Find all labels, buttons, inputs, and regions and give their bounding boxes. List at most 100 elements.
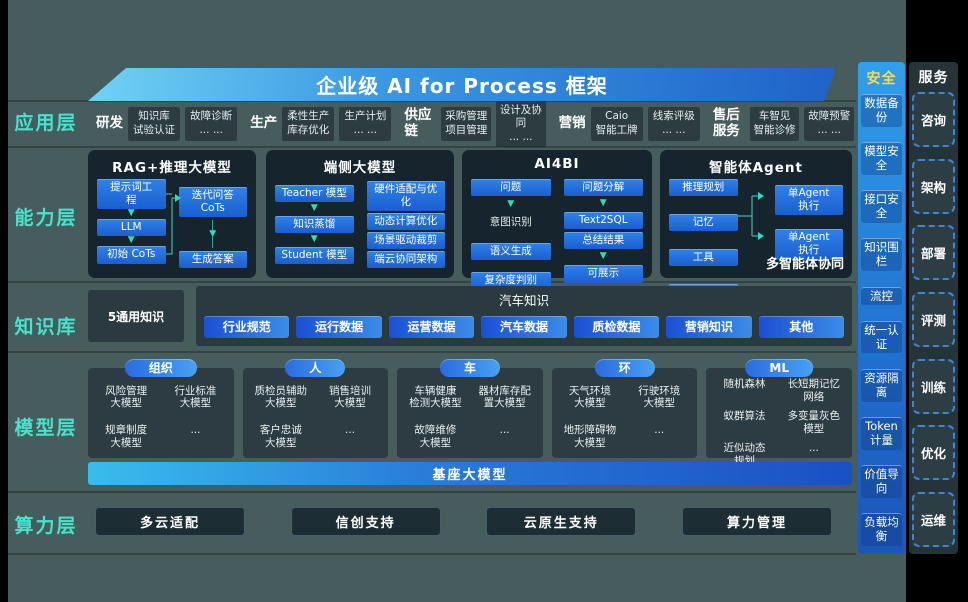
model-item: 规章制度 大模型 xyxy=(105,423,148,449)
down-arrow-icon: ▼ xyxy=(127,208,135,219)
app-item: 生产计划 ... ... xyxy=(339,107,392,141)
app-group-label: 营销 xyxy=(558,115,586,132)
layer-divider xyxy=(8,146,856,148)
cap-item: 动态计算优化 xyxy=(366,213,445,231)
model-item-grid: 风险管理 大模型 行业标准 大模型 规章制度 大模型... xyxy=(92,378,230,456)
kb-auto-title: 汽车知识 xyxy=(498,293,549,308)
model-item: 天气环境 大模型 xyxy=(568,384,611,410)
app-group: 生产 柔性生产 库存优化 生产计划 ... ... xyxy=(250,102,392,146)
security-item: 统一认证 xyxy=(861,320,902,354)
app-item: 设计及协同 ... ... xyxy=(496,100,546,148)
base-model-label: 基座大模型 xyxy=(432,468,508,483)
security-item: Token计量 xyxy=(861,417,902,450)
service-column: 服务 咨询 架构 部署 评测 训练 优化 运维 xyxy=(909,62,958,554)
kb-pill: 汽车数据 xyxy=(481,316,567,338)
kb-pill: 运行数据 xyxy=(296,316,382,338)
compute-item: 多云适配 xyxy=(95,507,245,536)
service-items: 咨询 架构 部署 评测 训练 优化 运维 xyxy=(912,92,955,547)
kb-pill: 其他 xyxy=(758,316,844,338)
layer-divider xyxy=(8,553,856,555)
cap-box-title: 端侧大模型 xyxy=(323,160,397,176)
down-arrow-icon: ▼ xyxy=(599,251,607,262)
down-arrow-icon: ▼ xyxy=(178,217,247,251)
cap-item: 问题 xyxy=(471,179,551,197)
model-item: 行业标准 大模型 xyxy=(174,384,217,410)
security-item: 资源隔离 xyxy=(861,368,902,402)
security-item: 模型安全 xyxy=(861,142,902,175)
cap-item: 语义生成 xyxy=(471,243,551,261)
model-item: 地形障碍物 大模型 xyxy=(563,423,617,449)
security-header: 安全 xyxy=(866,71,897,87)
cap-item: 记忆 xyxy=(669,214,738,232)
kb-general-box: 5通用知识 xyxy=(88,290,184,342)
cap-item: 生成答案 xyxy=(178,250,247,268)
model-group: 组织 风险管理 大模型 行业标准 大模型 规章制度 大模型... xyxy=(88,359,234,458)
layer-divider xyxy=(8,491,856,493)
app-item: 知识库 试验认证 xyxy=(128,107,181,141)
cap-item: 提示词工 程 xyxy=(97,179,166,210)
model-item: 长短期记忆 网络 xyxy=(787,378,841,403)
cap-item: 问题分解 xyxy=(563,179,643,197)
model-item: 销售培训 大模型 xyxy=(329,384,372,410)
service-item: 评测 xyxy=(912,291,955,347)
security-item: 接口安全 xyxy=(861,190,902,223)
model-group-pill: 人 xyxy=(285,359,346,377)
cap-item: 单Agent 执行 xyxy=(774,229,843,260)
model-item-grid: 随机森林 长短期记忆 网络 蚁群算法 多变量灰色 模型 近似动态 规划... xyxy=(710,378,848,467)
cap-item: 复杂度判别 xyxy=(471,272,551,290)
model-item: 多变量灰色 模型 xyxy=(787,410,841,435)
app-group-label: 售后服务 xyxy=(712,107,740,139)
app-item: 采购管理 项目管理 xyxy=(441,107,492,141)
service-item: 训练 xyxy=(912,358,955,414)
compute-layer: 多云适配 信创支持 云原生支持 算力管理 xyxy=(95,507,832,536)
cap-item: 场景驱动裁剪 xyxy=(366,231,445,250)
service-header: 服务 xyxy=(918,70,949,86)
model-group-pill: 组织 xyxy=(124,359,197,377)
model-item: ... xyxy=(190,423,201,436)
cap-item: 意图识别 xyxy=(489,216,532,229)
compute-item: 信创支持 xyxy=(290,507,441,536)
app-group: 营销 Caio 智能工牌 线索评级 ... ... xyxy=(559,102,700,146)
model-group: 车车辆健康 检测大模型 器材库存配 置大模型 故障维修 大模型... xyxy=(397,359,543,458)
model-item: 蚁群算法 xyxy=(723,410,766,423)
app-item: 车智见 智能诊修 xyxy=(749,107,800,141)
compute-item: 云原生支持 xyxy=(486,507,637,536)
model-item: 客户忠诚 大模型 xyxy=(259,423,302,449)
cap-item: 端云协同架构 xyxy=(366,250,445,268)
security-column: 安全 数据备份 模型安全 接口安全 知识围栏 流控 统一认证 资源隔离 Token计量 价值导向… xyxy=(858,62,905,554)
kb-auto-container: 汽车知识 行业规范 运行数据 运营数据 汽车数据 质检数据 营销知识 其他 xyxy=(196,286,852,346)
app-group-label: 供应链 xyxy=(404,107,432,139)
down-arrow-icon: ▼ xyxy=(310,202,318,213)
app-item: 柔性生产 库存优化 xyxy=(282,107,335,141)
model-item: ... xyxy=(499,423,510,436)
cap-item: Teacher 模型 xyxy=(275,184,354,202)
layer-label-compute: 算力层 xyxy=(14,515,78,537)
cap-item: 可展示 xyxy=(563,265,643,283)
cap-item: LLM xyxy=(97,219,166,237)
cap-item: 硬件适配与优 化 xyxy=(366,181,445,212)
cap-item: Text2SQL xyxy=(563,212,643,230)
model-item: 随机森林 xyxy=(723,378,766,390)
service-item: 咨询 xyxy=(912,92,955,147)
model-item: 行驶环境 大模型 xyxy=(638,384,681,410)
cap-item: 单Agent 执行 xyxy=(774,185,843,216)
cap-box-ai4bi: AI4BI 问题 ▼ 意图识别 语义生成 复杂度判别 问题分解 ▼ Text2SQL 总结结果… xyxy=(462,150,652,290)
security-item: 流控 xyxy=(861,286,902,306)
layer-label-capability: 能力层 xyxy=(14,207,78,229)
kb-pill: 行业规范 xyxy=(204,316,290,338)
down-arrow-icon: ▼ xyxy=(507,199,515,210)
app-group: 售后服务 车智见 智能诊修 故障预警 ... ... xyxy=(712,102,855,146)
app-item: Caio 智能工牌 xyxy=(590,107,643,141)
down-arrow-icon: ▼ xyxy=(310,234,318,245)
model-group: 人质检员辅助 大模型 销售培训 大模型 客户忠诚 大模型... xyxy=(242,359,389,458)
cap-item: 总结结果 xyxy=(563,232,643,250)
model-item: 车辆健康 检测大模型 xyxy=(409,384,462,410)
cap-box-title: 智能体Agent xyxy=(709,160,803,176)
security-item: 价值导向 xyxy=(861,465,902,498)
security-item: 数据备份 xyxy=(861,94,902,127)
model-item: ... xyxy=(345,423,356,436)
model-item: 器材库存配 置大模型 xyxy=(478,384,531,410)
base-model-bar: 基座大模型 xyxy=(88,462,852,485)
layer-divider xyxy=(8,351,856,353)
